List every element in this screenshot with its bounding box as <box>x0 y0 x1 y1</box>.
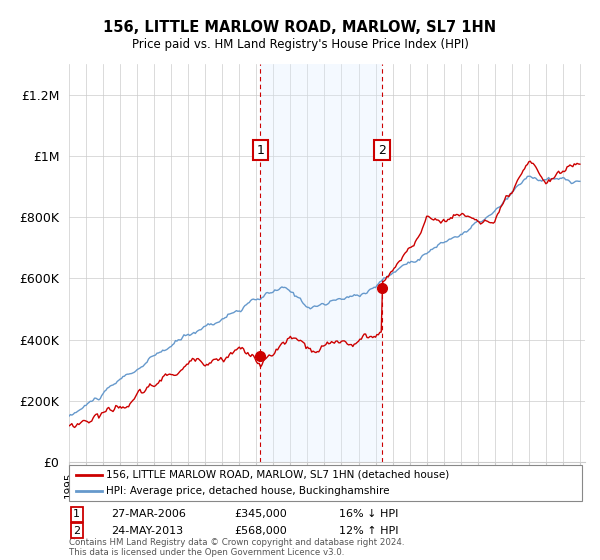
Text: 2: 2 <box>378 143 386 157</box>
Text: HPI: Average price, detached house, Buckinghamshire: HPI: Average price, detached house, Buck… <box>106 486 390 496</box>
Text: 12% ↑ HPI: 12% ↑ HPI <box>339 526 398 536</box>
Text: £345,000: £345,000 <box>234 509 287 519</box>
Text: Contains HM Land Registry data © Crown copyright and database right 2024.
This d: Contains HM Land Registry data © Crown c… <box>69 538 404 557</box>
Text: 1: 1 <box>256 143 264 157</box>
Text: £568,000: £568,000 <box>234 526 287 536</box>
Text: 24-MAY-2013: 24-MAY-2013 <box>111 526 183 536</box>
Text: 156, LITTLE MARLOW ROAD, MARLOW, SL7 1HN: 156, LITTLE MARLOW ROAD, MARLOW, SL7 1HN <box>103 20 497 35</box>
Text: 16% ↓ HPI: 16% ↓ HPI <box>339 509 398 519</box>
Text: Price paid vs. HM Land Registry's House Price Index (HPI): Price paid vs. HM Land Registry's House … <box>131 38 469 50</box>
Text: 1: 1 <box>73 509 80 519</box>
Text: 156, LITTLE MARLOW ROAD, MARLOW, SL7 1HN (detached house): 156, LITTLE MARLOW ROAD, MARLOW, SL7 1HN… <box>106 470 449 480</box>
Bar <box>260 64 382 462</box>
Text: 2: 2 <box>73 526 80 536</box>
Text: 27-MAR-2006: 27-MAR-2006 <box>111 509 186 519</box>
